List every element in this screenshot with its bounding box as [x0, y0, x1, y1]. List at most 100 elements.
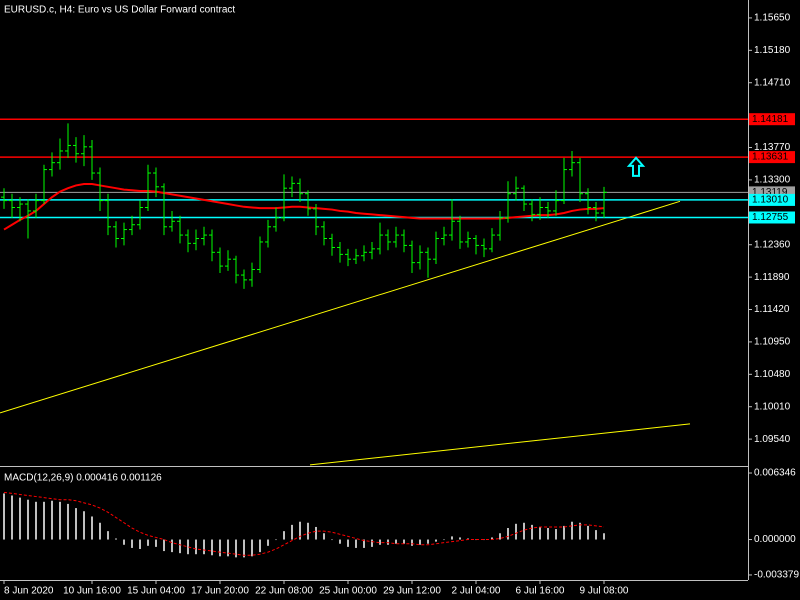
y-tick-label: 0.006346: [754, 468, 796, 479]
macd-bar: [179, 539, 181, 554]
macd-bar: [427, 539, 429, 544]
macd-bar: [347, 539, 349, 547]
macd-bar: [251, 539, 253, 557]
macd-bar: [563, 525, 565, 540]
macd-bar: [243, 539, 245, 558]
macd-bar: [3, 493, 5, 540]
macd-bar: [275, 539, 277, 541]
macd-bar: [539, 526, 541, 540]
macd-bar: [203, 539, 205, 555]
macd-bar: [291, 524, 293, 540]
macd-signal: [3, 491, 605, 556]
y-tick-label: 1.10950: [754, 337, 791, 348]
macd-bar: [155, 539, 157, 547]
macd-bar: [147, 539, 149, 546]
macd-bar: [107, 531, 109, 540]
macd-bar: [267, 539, 269, 546]
trend-line: [0, 200, 681, 414]
macd-bar: [331, 539, 333, 541]
macd-bar: [131, 539, 133, 548]
macd-bar: [531, 524, 533, 540]
macd-bar: [523, 522, 525, 540]
macd-bar: [395, 539, 397, 544]
macd-bar: [483, 539, 485, 541]
macd-bar: [547, 528, 549, 540]
chart-title: EURUSD.c, H4: Euro vs US Dollar Forward …: [4, 5, 235, 16]
macd-bar: [227, 539, 229, 557]
macd-bar: [123, 539, 125, 545]
macd-bar: [35, 501, 37, 540]
macd-bar: [555, 529, 557, 540]
x-tick-label: 8 Jun 2020: [4, 586, 54, 597]
macd-bar: [403, 539, 405, 544]
x-tick-label: 6 Jul 16:00: [516, 586, 565, 597]
macd-bar: [587, 525, 589, 540]
macd-bar: [339, 539, 341, 544]
macd-bar: [355, 539, 357, 548]
y-tick-label: 1.15650: [754, 13, 791, 24]
level-label-box: [749, 211, 795, 224]
macd-bar: [43, 501, 45, 540]
x-tick-label: 17 Jun 20:00: [191, 586, 249, 597]
y-tick-label: 1.09540: [754, 434, 791, 445]
macd-bar: [211, 539, 213, 556]
macd-bar: [579, 522, 581, 540]
level-label: 1.13631: [752, 152, 789, 163]
macd-bar: [443, 539, 445, 541]
macd-bar: [83, 511, 85, 540]
macd-bar: [67, 503, 69, 540]
macd-bar: [195, 539, 197, 555]
level-label: 1.14181: [752, 114, 789, 125]
macd-bar: [419, 539, 421, 545]
macd-bar: [451, 536, 453, 540]
macd-bar: [499, 533, 501, 540]
macd-bar: [91, 516, 93, 540]
x-tick-label: 9 Jul 08:00: [580, 586, 629, 597]
level-label: 1.12755: [752, 212, 789, 223]
y-tick-label: 1.10010: [754, 401, 791, 412]
x-tick-label: 10 Jun 16:00: [63, 586, 121, 597]
macd-bar: [299, 521, 301, 540]
macd-bar: [163, 539, 165, 552]
macd-bar: [187, 539, 189, 555]
y-tick-label: 1.15180: [754, 45, 791, 56]
macd-title: MACD(12,26,9) 0.000416 0.001126: [4, 473, 162, 484]
macd-bar: [59, 501, 61, 540]
macd-bar: [139, 539, 141, 549]
level-label: 1.13010: [752, 195, 789, 206]
macd-bar: [75, 508, 77, 540]
macd-bar: [19, 497, 21, 540]
level-label: 1.13119: [752, 187, 788, 198]
y-tick-label: 0.000000: [754, 534, 796, 545]
macd-bar: [571, 521, 573, 540]
macd-bar: [307, 522, 309, 540]
macd-bar: [507, 528, 509, 540]
macd-bar: [27, 499, 29, 540]
macd-bar: [387, 539, 389, 545]
macd-bar: [459, 537, 461, 540]
x-tick-label: 29 Jun 12:00: [383, 586, 441, 597]
level-label-box: [749, 113, 795, 126]
x-tick-label: 15 Jun 04:00: [127, 586, 185, 597]
macd-bar: [235, 539, 237, 558]
macd-bar: [371, 539, 373, 547]
macd-bar: [323, 533, 325, 540]
y-tick-label: 1.13300: [754, 175, 791, 186]
level-label-box: [749, 151, 795, 164]
macd-bar: [99, 522, 101, 540]
macd-bar: [11, 495, 13, 540]
macd-bar: [515, 523, 517, 540]
macd-bar: [595, 530, 597, 540]
macd-bar: [379, 539, 381, 545]
level-label-box: [749, 193, 795, 206]
y-tick-label: 1.11420: [754, 304, 790, 315]
up-arrow: [626, 156, 646, 177]
macd-bar: [315, 526, 317, 540]
macd-bar: [219, 539, 221, 557]
macd-bar: [603, 533, 605, 540]
y-tick-label: 1.14710: [754, 77, 791, 88]
x-tick-label: 22 Jun 08:00: [255, 586, 313, 597]
macd-bar: [363, 539, 365, 548]
